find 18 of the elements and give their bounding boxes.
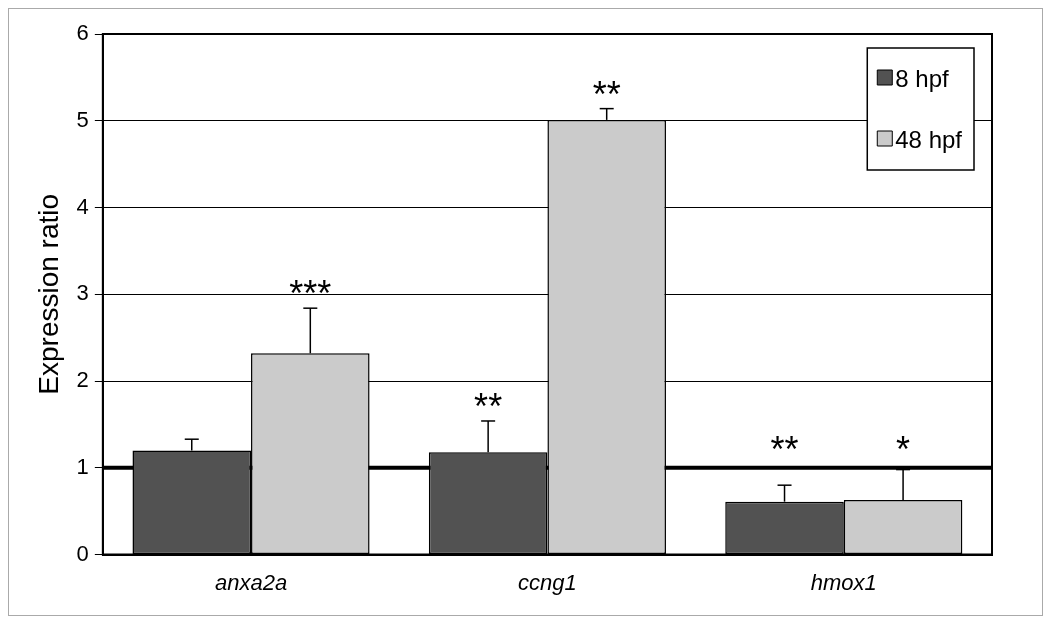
y-axis-title: Expression ratio	[32, 193, 64, 395]
x-tick-label: hmox1	[810, 569, 877, 595]
y-tick-label: 5	[76, 106, 89, 132]
data-label: *	[896, 428, 911, 470]
y-tick-label: 6	[76, 20, 89, 46]
y-tick-label: 1	[76, 453, 89, 479]
x-tick-label: anxa2a	[214, 569, 288, 595]
x-tick-label: ccng1	[518, 569, 577, 595]
data-label: **	[474, 385, 503, 427]
y-tick-label: 0	[76, 540, 89, 566]
legend-label: 8 hpf	[895, 64, 949, 92]
legend-label: 48 hpf	[895, 125, 963, 153]
data-label: **	[592, 73, 621, 115]
data-label: ***	[289, 273, 332, 315]
y-tick-label: 2	[76, 367, 89, 393]
y-tick-label: 3	[76, 280, 89, 306]
data-label: **	[770, 428, 799, 470]
y-tick-label: 4	[76, 193, 89, 219]
